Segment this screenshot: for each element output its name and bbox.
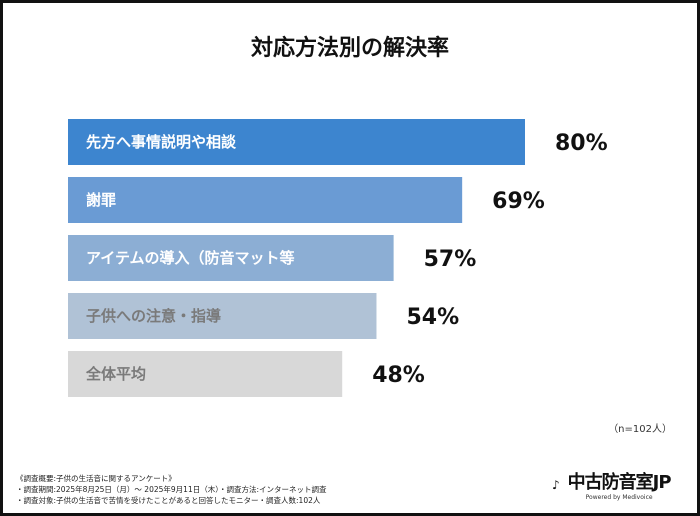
bar bbox=[68, 351, 343, 397]
footer-line: ・調査対象:子供の生活音で苦情を受けたことがあると回答したモニター・調査人数:1… bbox=[16, 496, 321, 505]
bar bbox=[68, 293, 377, 339]
bar-category-label: 全体平均 bbox=[85, 365, 146, 383]
chart-title: 対応方法別の解決率 bbox=[250, 36, 449, 61]
bar-value-label: 54% bbox=[406, 305, 459, 330]
bar bbox=[68, 177, 463, 223]
sample-size-note: （n=102人） bbox=[608, 424, 672, 435]
logo-text: 中古防音室JP bbox=[567, 472, 672, 493]
bar bbox=[68, 235, 394, 281]
music-note-icon: ♪ bbox=[552, 478, 560, 492]
survey-footer: 《調査概要:子供の生活音に関するアンケート》 ・調査期間:2025年8月25日（… bbox=[16, 473, 327, 506]
bar-value-label: 80% bbox=[555, 131, 608, 156]
footer-line: 《調査概要:子供の生活音に関するアンケート》 bbox=[16, 474, 176, 483]
brand-logo: ♪ 中古防音室JP Powered by Medivoice bbox=[552, 472, 672, 502]
footer-line: ・調査期間:2025年8月25日（月）～ 2025年9月11日（木）・調査方法:… bbox=[16, 485, 327, 494]
bar bbox=[68, 119, 525, 165]
bar-category-label: アイテムの導入（防音マット等 bbox=[86, 249, 295, 267]
bar-category-label: 謝罪 bbox=[86, 191, 116, 209]
logo-subtext: Powered by Medivoice bbox=[585, 494, 653, 501]
bar-value-label: 48% bbox=[372, 363, 425, 388]
bar-value-label: 57% bbox=[424, 247, 477, 272]
bar-value-label: 69% bbox=[492, 189, 545, 214]
bar-category-label: 子供への注意・指導 bbox=[86, 307, 221, 325]
logo-text-group: 中古防音室JP Powered by Medivoice bbox=[567, 472, 672, 502]
bar-category-label: 先方へ事情説明や相談 bbox=[86, 133, 237, 151]
